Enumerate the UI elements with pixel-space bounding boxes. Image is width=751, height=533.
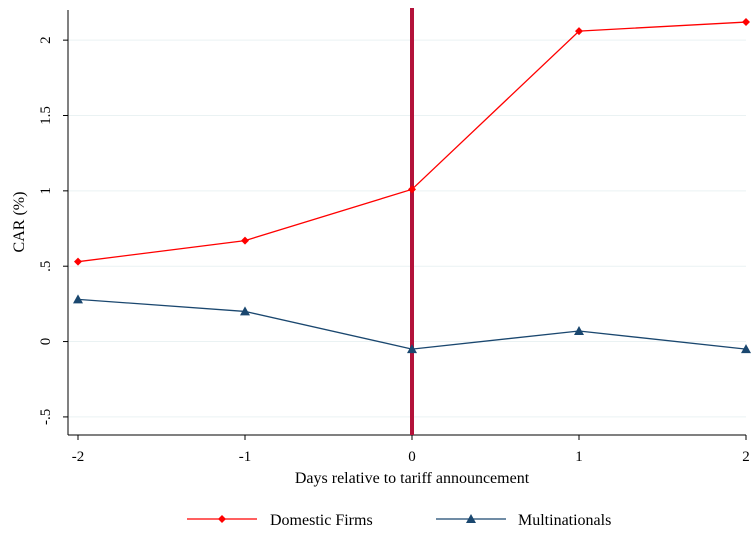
legend-entry-domestic: Domestic Firms — [187, 512, 373, 529]
y-axis-title: CAR (%) — [11, 192, 28, 253]
x-tick-label: 2 — [742, 449, 750, 465]
data-point — [407, 344, 417, 354]
gridlines — [68, 39, 746, 418]
legend-entry-multinationals: Multinationals — [436, 512, 611, 529]
legend-swatch-multinationals-marker — [466, 514, 476, 523]
y-tick-label: 1.5 — [38, 106, 54, 125]
x-tick-label: 0 — [408, 449, 416, 465]
data-point — [575, 27, 583, 36]
y-tick-label: 2 — [38, 36, 54, 44]
legend-label-domestic: Domestic Firms — [270, 512, 373, 529]
series-1 — [73, 294, 751, 354]
x-tick-label: -2 — [72, 449, 85, 465]
y-tick-label: 0 — [38, 338, 54, 346]
legend: Domestic Firms Multinationals — [187, 512, 611, 529]
y-tick-label: 1 — [38, 187, 54, 195]
data-point — [74, 257, 82, 266]
data-point — [241, 236, 249, 245]
data-point — [73, 294, 83, 304]
x-axis-ticks: -2 -1 0 1 2 — [72, 435, 750, 465]
y-tick-label: .5 — [38, 261, 54, 272]
x-tick-label: 1 — [575, 449, 583, 465]
series-layer — [73, 18, 751, 354]
data-point — [408, 185, 416, 194]
y-axis-ticks: -.5 0 .5 1 1.5 2 — [38, 36, 68, 425]
series-0 — [74, 18, 750, 266]
data-point — [574, 326, 584, 336]
legend-swatch-domestic-marker — [218, 515, 226, 523]
data-point — [741, 344, 751, 354]
y-tick-label: -.5 — [38, 409, 54, 425]
x-tick-label: -1 — [239, 449, 252, 465]
data-point — [742, 18, 750, 27]
x-axis-title: Days relative to tariff announcement — [295, 470, 530, 487]
data-point — [240, 306, 250, 316]
legend-label-multinationals: Multinationals — [518, 512, 611, 529]
